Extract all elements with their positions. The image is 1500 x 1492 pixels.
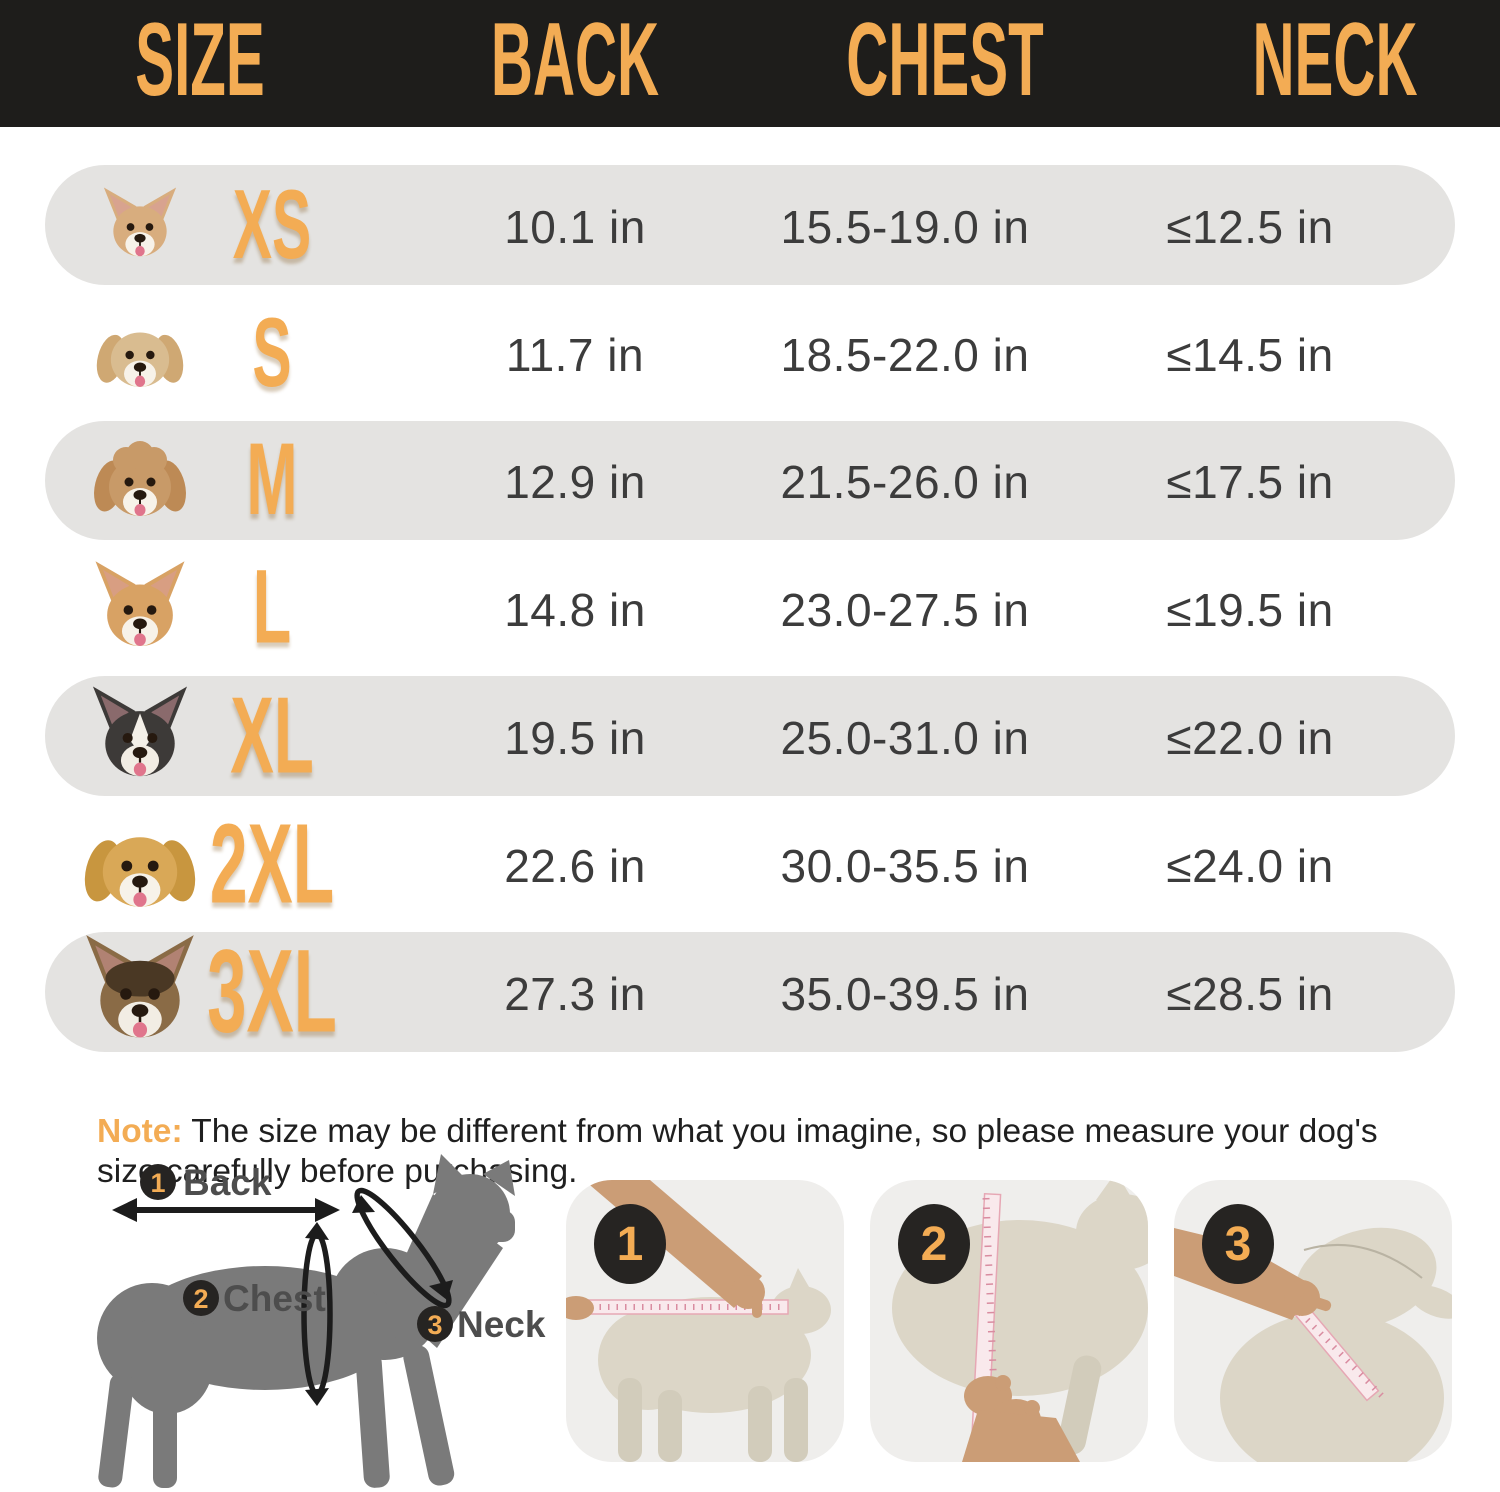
dog-photo-border-collie <box>84 682 196 794</box>
back-value: 11.7 in <box>505 328 645 381</box>
step-number-badge: 2 <box>898 1204 970 1284</box>
column-header-size: SIZE <box>135 1 265 118</box>
size-label: M <box>246 422 298 537</box>
column-header-neck: NECK <box>1252 1 1418 118</box>
chest-value: 35.0-39.5 in <box>780 967 1030 1020</box>
size-label: L <box>252 548 292 666</box>
dog-silhouette-diagram-icon: 1 Back 2 Chest 3 Neck <box>97 1154 546 1488</box>
svg-text:Neck: Neck <box>457 1304 546 1345</box>
step-photo-neck-measure: 3 <box>1174 1180 1452 1462</box>
table-row-xl: XL 19.5 in 25.0-31.0 in ≤22.0 in <box>0 674 1500 802</box>
table-row-xs: XS 10.1 in 15.5-19.0 in ≤12.5 in <box>0 163 1500 291</box>
table-row-m: M 12.9 in 21.5-26.0 in ≤17.5 in <box>0 419 1500 547</box>
back-value: 12.9 in <box>504 456 646 509</box>
dog-photo-german-shepherd <box>76 930 204 1058</box>
neck-value: ≤14.5 in <box>1166 328 1334 381</box>
table-header: SIZE BACK CHEST NECK <box>0 0 1500 127</box>
dog-photo-poodle <box>90 432 190 532</box>
dog-silhouette <box>97 1154 515 1488</box>
svg-text:2: 2 <box>193 1284 208 1314</box>
back-label: 1 Back <box>140 1162 272 1203</box>
chest-value: 25.0-31.0 in <box>780 712 1030 765</box>
chest-value: 30.0-35.5 in <box>780 839 1030 892</box>
neck-measure-arc <box>354 1187 452 1309</box>
size-label: XS <box>232 169 312 280</box>
step-photo-chest-measure: 2 <box>870 1180 1148 1462</box>
step-photo-back-measure: 1 <box>566 1180 844 1462</box>
size-table: XS 10.1 in 15.5-19.0 in ≤12.5 in S 11.7 … <box>0 163 1500 1058</box>
back-value: 22.6 in <box>504 839 646 892</box>
chest-value: 18.5-22.0 in <box>780 328 1030 381</box>
table-row-s: S 11.7 in 18.5-22.0 in ≤14.5 in <box>0 291 1500 419</box>
chest-value: 15.5-19.0 in <box>780 200 1030 253</box>
table-row-3xl: 3XL 27.3 in 35.0-39.5 in ≤28.5 in <box>0 925 1500 1058</box>
neck-label: 3 Neck <box>417 1304 546 1345</box>
column-header-back: BACK <box>490 1 660 118</box>
neck-value: ≤12.5 in <box>1166 200 1334 253</box>
note-label: Note: <box>97 1112 183 1150</box>
size-label: 3XL <box>207 924 337 1057</box>
dog-photo-corgi <box>87 557 193 663</box>
hand <box>962 1375 1080 1462</box>
step-number-badge: 3 <box>1202 1204 1274 1284</box>
size-label: S <box>252 296 292 407</box>
svg-text:1: 1 <box>150 1168 165 1198</box>
chest-label: 2 Chest <box>183 1278 326 1319</box>
table-row-l: L 14.8 in 23.0-27.5 in ≤19.5 in <box>0 546 1500 674</box>
back-value: 14.8 in <box>504 584 646 637</box>
dog-photo-golden-retriever <box>80 806 200 926</box>
svg-text:3: 3 <box>427 1310 442 1340</box>
table-row-2xl: 2XL 22.6 in 30.0-35.5 in ≤24.0 in <box>0 800 1500 930</box>
size-label: XL <box>230 674 314 797</box>
chest-value: 23.0-27.5 in <box>780 584 1030 637</box>
back-value: 10.1 in <box>504 200 646 253</box>
neck-value: ≤24.0 in <box>1166 839 1334 892</box>
note-text: Note: The size may be different from wha… <box>97 1112 1378 1191</box>
column-header-chest: CHEST <box>846 1 1044 118</box>
back-value: 19.5 in <box>504 712 646 765</box>
size-label: 2XL <box>209 800 335 927</box>
dog-photo-chihuahua <box>97 184 183 270</box>
neck-value: ≤22.0 in <box>1166 712 1334 765</box>
neck-value: ≤19.5 in <box>1166 584 1334 637</box>
svg-text:Chest: Chest <box>223 1278 326 1319</box>
svg-text:Back: Back <box>183 1162 272 1203</box>
step-number-badge: 1 <box>594 1204 666 1284</box>
chest-value: 21.5-26.0 in <box>780 456 1030 509</box>
neck-value: ≤17.5 in <box>1166 456 1334 509</box>
measurement-diagram: 1 Back 2 Chest 3 Neck <box>55 1152 560 1492</box>
dog-photo-havanese <box>93 308 187 402</box>
back-value: 27.3 in <box>504 967 646 1020</box>
neck-value: ≤28.5 in <box>1166 967 1334 1020</box>
